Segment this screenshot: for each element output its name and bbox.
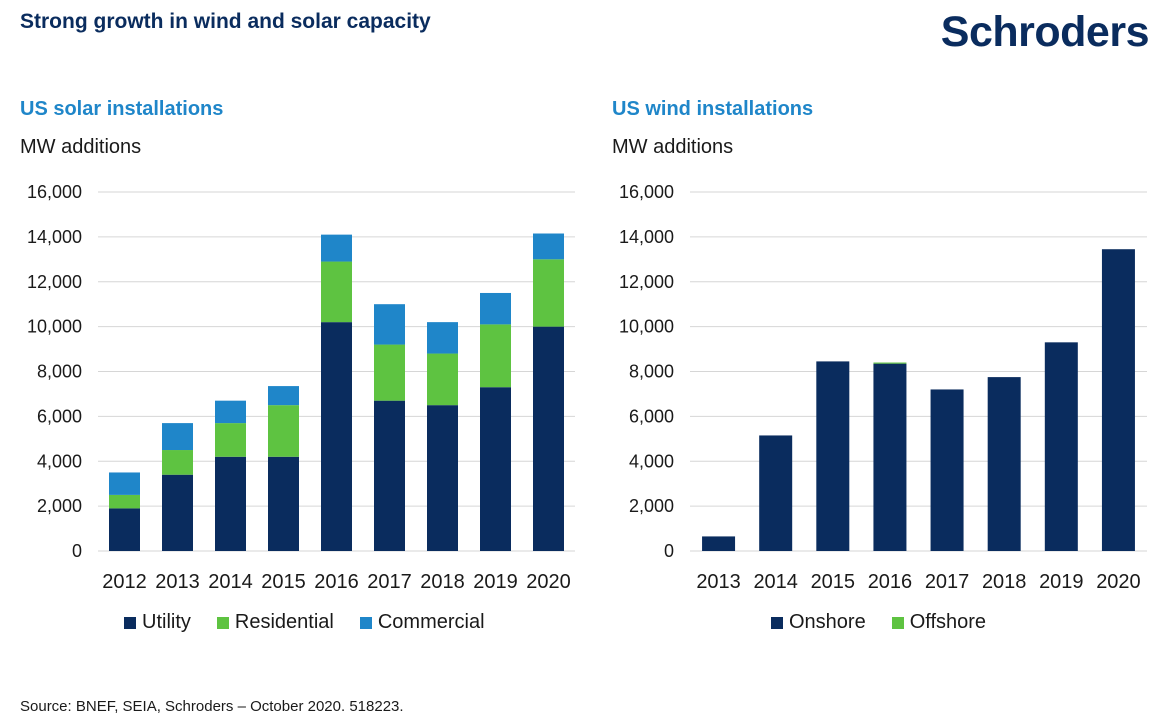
us-solar-installations-y-tick-label: 12,000 — [27, 272, 82, 292]
us-solar-installations-y-tick-label: 6,000 — [37, 406, 82, 426]
offshore-swatch — [891, 616, 904, 629]
us-solar-installations-bar-utility-2013 — [162, 474, 193, 551]
us-solar-installations-bar-commercial-2013 — [162, 423, 193, 451]
us-wind-installations-x-tick-label: 2019 — [1039, 571, 1084, 593]
us-wind-installations-y-tick-label: 0 — [664, 541, 674, 561]
legend-item-utility: Utility — [124, 611, 191, 634]
source-note: Source: BNEF, SEIA, Schroders – October … — [20, 698, 404, 715]
us-solar-installations-y-tick-label: 10,000 — [27, 317, 82, 337]
us-solar-installations-bar-commercial-2019 — [480, 292, 511, 325]
us-solar-installations-bar-utility-2020 — [533, 326, 564, 551]
legend-item-offshore: Offshore — [891, 611, 987, 634]
us-solar-installations-x-tick-label: 2017 — [367, 571, 412, 593]
us-solar-installations-bar-residential-2012 — [109, 494, 140, 509]
us-solar-installations-bar-commercial-2017 — [374, 304, 405, 345]
us-solar-installations-bar-commercial-2012 — [109, 472, 140, 495]
us-wind-installations-y-tick-label: 14,000 — [619, 227, 674, 247]
us-wind-installations-bar-onshore-2013 — [702, 536, 736, 551]
us-wind-installations-x-tick-label: 2015 — [811, 571, 856, 593]
us-wind-installations-y-tick-label: 2,000 — [629, 496, 674, 516]
legend-label-onshore: Onshore — [789, 611, 866, 633]
us-solar-installations-x-tick-label: 2014 — [208, 571, 253, 593]
us-wind-installations-y-tick-label: 4,000 — [629, 451, 674, 471]
us-wind-installations-x-tick-label: 2013 — [696, 571, 741, 593]
us-solar-installations-bar-utility-2018 — [427, 405, 458, 551]
legend-label-offshore: Offshore — [909, 611, 987, 633]
legend-item-onshore: Onshore — [771, 611, 866, 634]
legend-label-residential: Residential — [234, 611, 334, 633]
legend-label-utility: Utility — [142, 611, 191, 633]
us-solar-installations-y-tick-label: 2,000 — [37, 496, 82, 516]
us-solar-installations-bar-commercial-2020 — [533, 233, 564, 260]
us-solar-installations-x-tick-label: 2019 — [473, 571, 518, 593]
us-solar-installations-bar-commercial-2014 — [215, 400, 246, 424]
us-solar-installations-bar-utility-2015 — [268, 456, 299, 551]
page-title: Strong growth in wind and solar capacity — [20, 10, 431, 33]
wind-chart-title: US wind installations — [612, 98, 814, 120]
us-wind-installations-y-tick-label: 12,000 — [619, 272, 674, 292]
us-solar-installations-y-tick-label: 16,000 — [27, 182, 82, 202]
onshore-swatch — [771, 616, 783, 629]
us-solar-installations-bar-utility-2017 — [374, 400, 405, 551]
us-wind-installations-bar-onshore-2016 — [873, 363, 907, 551]
us-solar-installations-x-tick-label: 2018 — [420, 571, 465, 593]
legend-item-commercial: Commercial — [359, 611, 485, 634]
us-wind-installations-y-tick-label: 8,000 — [629, 362, 674, 382]
us-wind-installations-bar-onshore-2015 — [816, 361, 850, 551]
us-solar-installations-y-tick-label: 4,000 — [37, 451, 82, 471]
us-solar-installations-x-tick-label: 2013 — [155, 571, 200, 593]
us-wind-installations-bar-onshore-2020 — [1101, 249, 1135, 551]
us-solar-installations-bar-residential-2015 — [268, 405, 299, 457]
schroders-logo: Schroders — [940, 8, 1150, 56]
us-solar-installations-bar-residential-2016 — [321, 261, 352, 323]
wind-legend: Onshore Offshore — [771, 611, 986, 634]
residential-swatch — [216, 616, 229, 629]
us-wind-installations-bar-offshore-2016 — [873, 362, 907, 364]
us-wind-installations-x-tick-label: 2014 — [753, 571, 798, 593]
us-solar-installations-bar-utility-2019 — [480, 387, 511, 551]
us-solar-installations-bar-residential-2020 — [533, 259, 564, 327]
us-wind-installations-x-tick-label: 2018 — [982, 571, 1027, 593]
solar-y-axis-label: MW additions — [20, 136, 142, 158]
us-solar-installations-bar-utility-2016 — [321, 322, 352, 551]
us-wind-installations-bar-onshore-2018 — [987, 377, 1021, 551]
us-solar-installations-bar-residential-2013 — [162, 450, 193, 475]
us-solar-installations-bar-commercial-2015 — [268, 386, 299, 406]
us-wind-installations-y-tick-label: 16,000 — [619, 182, 674, 202]
us-solar-installations-bar-residential-2018 — [427, 353, 458, 406]
us-solar-installations-x-tick-label: 2015 — [261, 571, 306, 593]
legend-item-residential: Residential — [216, 611, 334, 634]
commercial-swatch — [359, 616, 372, 629]
us-solar-installations-bar-residential-2019 — [480, 324, 511, 388]
utility-swatch — [124, 616, 136, 629]
us-solar-installations-bar-residential-2017 — [374, 344, 405, 401]
us-solar-installations-bar-utility-2014 — [215, 456, 246, 551]
us-wind-installations-bar-onshore-2017 — [930, 389, 964, 551]
legend-label-commercial: Commercial — [377, 611, 485, 633]
us-solar-installations-y-tick-label: 14,000 — [27, 227, 82, 247]
solar-legend: Utility Residential Commercial — [124, 611, 485, 634]
us-solar-installations-y-tick-label: 0 — [72, 541, 82, 561]
us-wind-installations-bar-onshore-2014 — [759, 435, 793, 551]
us-wind-installations-x-tick-label: 2016 — [868, 571, 913, 593]
solar-chart: 0 2,000 4,000 6,000 8,000 10,000 12,000 14,000 1… — [27, 182, 575, 593]
us-solar-installations-x-tick-label: 2012 — [102, 571, 147, 593]
wind-y-axis-label: MW additions — [612, 136, 734, 158]
us-solar-installations-bar-commercial-2016 — [321, 234, 352, 262]
us-solar-installations-x-tick-label: 2016 — [314, 571, 359, 593]
solar-chart-title: US solar installations — [20, 98, 224, 120]
us-solar-installations-y-tick-label: 8,000 — [37, 362, 82, 382]
us-solar-installations-bar-commercial-2018 — [427, 322, 458, 354]
wind-chart: 0 2,000 4,000 6,000 8,000 10,000 12,000 14,000 1… — [619, 182, 1147, 593]
us-solar-installations-x-tick-label: 2020 — [526, 571, 571, 593]
us-wind-installations-bar-onshore-2019 — [1044, 342, 1078, 551]
us-solar-installations-bar-utility-2012 — [109, 508, 140, 551]
us-wind-installations-y-tick-label: 10,000 — [619, 317, 674, 337]
us-wind-installations-x-tick-label: 2017 — [925, 571, 970, 593]
us-solar-installations-bar-residential-2014 — [215, 423, 246, 457]
us-wind-installations-x-tick-label: 2020 — [1096, 571, 1141, 593]
us-wind-installations-y-tick-label: 6,000 — [629, 406, 674, 426]
